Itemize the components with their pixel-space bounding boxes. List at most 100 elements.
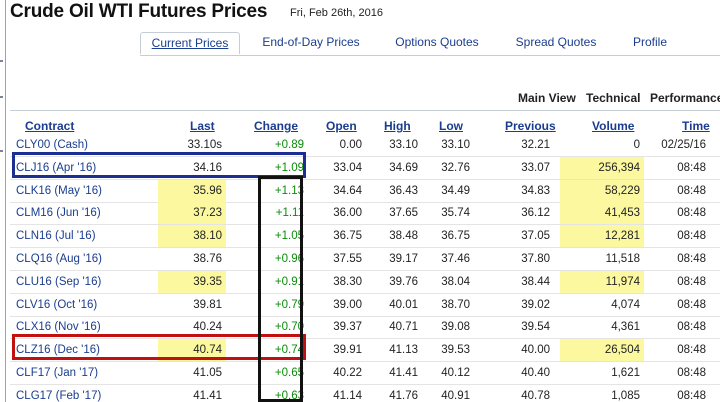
high-price: 38.48: [389, 230, 418, 243]
change-value: +1.13: [274, 184, 304, 197]
tab-options-quotes[interactable]: Options Quotes: [395, 35, 479, 49]
low-price: 40.12: [441, 367, 470, 379]
previous-price: 37.05: [521, 230, 550, 243]
edge-tick: [0, 60, 3, 62]
table-row: CLX16 (Nov '16) 40.24 +0.70 39.37 40.71 39.08…: [10, 316, 720, 340]
column-header-previous[interactable]: Previous: [505, 119, 556, 133]
contract-link[interactable]: CLV16 (Oct '16): [16, 298, 98, 311]
table-row: CLM16 (Jun '16) 37.23 +1.11 36.00 37.65 35.74…: [10, 202, 720, 226]
column-header-high[interactable]: High: [384, 119, 411, 133]
open-price: 36.00: [333, 207, 362, 220]
previous-price: 40.40: [521, 367, 550, 379]
low-price: 36.75: [441, 230, 470, 243]
time-value: 08:48: [677, 321, 706, 334]
change-value: +1.11: [275, 207, 304, 220]
column-header-last[interactable]: Last: [190, 119, 215, 133]
header-rule: [10, 110, 720, 111]
tab-spread-quotes[interactable]: Spread Quotes: [515, 35, 597, 49]
volume-value: 11,518: [605, 253, 640, 265]
last-price: 39.81: [193, 298, 222, 311]
contract-link[interactable]: CLU16 (Sep '16): [16, 275, 102, 288]
column-header-open[interactable]: Open: [326, 119, 357, 133]
table-row: CLV16 (Oct '16) 39.81 +0.79 39.00 40.01 38.70…: [10, 294, 720, 317]
change-value: +0.63: [274, 389, 304, 402]
last-price: 39.35: [158, 270, 226, 293]
main-view-toggle[interactable]: Main View: [518, 91, 576, 105]
change-value: +1.05: [274, 230, 304, 243]
change-value: +0.65: [274, 367, 304, 379]
tab-end-of-day-prices[interactable]: End-of-Day Prices: [262, 35, 360, 49]
contract-link[interactable]: CLY00 (Cash): [16, 139, 89, 151]
column-header-time[interactable]: Time: [682, 119, 710, 133]
volume-value: 11,974: [560, 270, 644, 293]
contract-link[interactable]: CLK16 (May '16): [16, 184, 102, 197]
high-price: 33.10: [389, 139, 418, 151]
last-price: 41.05: [193, 367, 222, 379]
page-title: Crude Oil WTI Futures Prices: [10, 1, 268, 22]
change-value: +0.89: [274, 139, 304, 151]
contract-link[interactable]: CLM16 (Jun '16): [16, 207, 101, 220]
open-price: 37.55: [333, 253, 362, 265]
open-price: 0.00: [339, 139, 362, 151]
high-price: 34.69: [389, 161, 418, 174]
last-price: 37.23: [158, 202, 226, 225]
column-header-contract[interactable]: Contract: [25, 119, 75, 133]
volume-value: 12,281: [560, 225, 644, 248]
last-price: 34.16: [193, 161, 222, 174]
contract-link[interactable]: CLZ16 (Dec '16): [16, 344, 101, 357]
low-price: 37.46: [441, 253, 470, 265]
technical-view-toggle[interactable]: Technical: [586, 91, 641, 105]
tab-profile[interactable]: Profile: [632, 35, 667, 49]
open-price: 33.04: [333, 161, 362, 174]
contract-link[interactable]: CLX16 (Nov '16): [16, 321, 101, 334]
low-price: 40.91: [441, 389, 470, 402]
contract-link[interactable]: CLQ16 (Aug '16): [16, 253, 102, 265]
table-row: CLU16 (Sep '16) 39.35 +0.91 38.30 39.76 38.04…: [10, 270, 720, 294]
contract-link[interactable]: CLF17 (Jan '17): [16, 367, 99, 379]
open-price: 41.14: [333, 389, 362, 402]
table-row: CLY00 (Cash) 33.10s +0.89 0.00 33.10 33.10 32.…: [10, 134, 720, 157]
high-price: 41.13: [389, 344, 418, 357]
column-header-change[interactable]: Change: [254, 119, 299, 133]
performance-view-toggle[interactable]: Performance: [650, 91, 720, 105]
previous-price: 40.00: [521, 344, 550, 357]
tab-current-prices[interactable]: Current Prices: [140, 32, 240, 54]
volume-value: 26,504: [560, 339, 644, 362]
time-value: 08:48: [677, 389, 706, 402]
table-row: CLJ16 (Apr '16) 34.16 +1.09 33.04 34.69 32.76…: [10, 156, 720, 180]
previous-price: 38.44: [521, 275, 550, 288]
time-value: 08:48: [677, 344, 706, 357]
high-price: 41.41: [389, 367, 418, 379]
high-price: 37.65: [389, 207, 418, 220]
change-value: +0.70: [274, 321, 304, 334]
high-price: 40.71: [389, 321, 418, 334]
high-price: 41.76: [389, 389, 418, 402]
window-left-edge: [0, 0, 6, 402]
table-row: CLK16 (May '16) 35.96 +1.13 34.64 36.43 34.49…: [10, 179, 720, 203]
contract-link[interactable]: CLN16 (Jul '16): [16, 230, 96, 243]
volume-value: 4,361: [611, 321, 640, 334]
change-value: +0.91: [274, 275, 304, 288]
previous-price: 39.02: [521, 298, 550, 311]
contract-link[interactable]: CLJ16 (Apr '16): [16, 161, 97, 174]
low-price: 38.70: [441, 298, 470, 311]
last-price: 40.24: [193, 321, 222, 334]
time-value: 08:48: [677, 275, 706, 288]
previous-price: 40.78: [521, 389, 550, 402]
last-price: 41.41: [193, 389, 222, 402]
low-price: 38.04: [441, 275, 470, 288]
low-price: 39.53: [441, 344, 470, 357]
time-value: 08:48: [677, 207, 706, 220]
time-value: 02/25/16: [661, 139, 706, 151]
last-price: 33.10s: [187, 139, 222, 151]
previous-price: 32.21: [521, 139, 550, 151]
low-price: 39.08: [441, 321, 470, 334]
table-row: CLN16 (Jul '16) 38.10 +1.05 36.75 38.48 36.75…: [10, 225, 720, 249]
low-price: 32.76: [441, 161, 470, 174]
time-value: 08:48: [677, 230, 706, 243]
contract-link[interactable]: CLG17 (Feb '17): [16, 389, 102, 402]
high-price: 39.76: [389, 275, 418, 288]
column-header-low[interactable]: Low: [439, 119, 463, 133]
open-price: 34.64: [333, 184, 362, 197]
column-header-volume[interactable]: Volume: [592, 119, 635, 133]
